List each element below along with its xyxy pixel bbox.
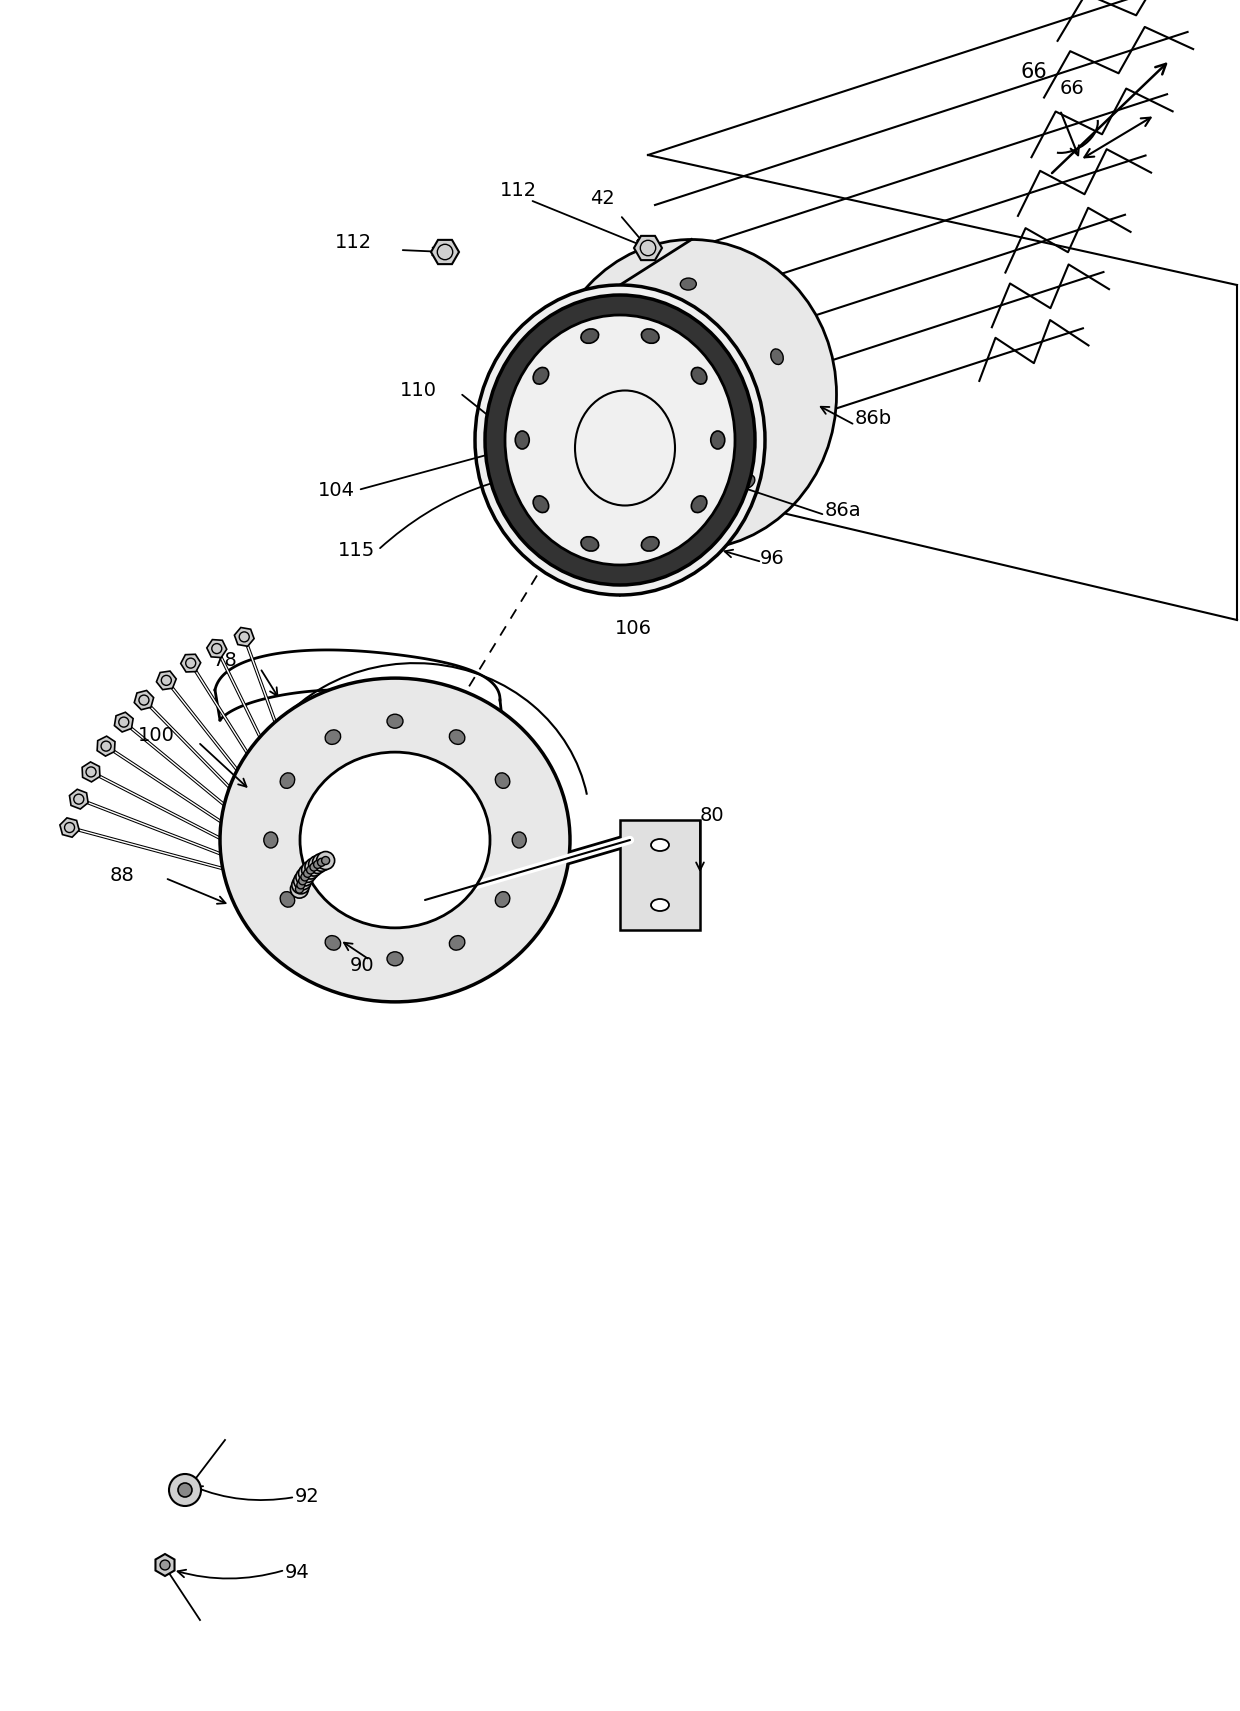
- Ellipse shape: [651, 838, 670, 850]
- Polygon shape: [207, 640, 227, 657]
- Ellipse shape: [387, 951, 403, 965]
- Ellipse shape: [692, 496, 707, 513]
- Ellipse shape: [740, 474, 755, 488]
- Ellipse shape: [692, 368, 707, 385]
- Text: 80: 80: [701, 806, 724, 825]
- Circle shape: [179, 1483, 192, 1497]
- Ellipse shape: [387, 713, 403, 729]
- Ellipse shape: [533, 496, 548, 513]
- Polygon shape: [156, 671, 176, 690]
- Polygon shape: [134, 691, 154, 710]
- Circle shape: [296, 867, 314, 886]
- Ellipse shape: [711, 431, 724, 448]
- Polygon shape: [620, 820, 701, 931]
- Text: 112: 112: [500, 180, 537, 200]
- Circle shape: [321, 857, 330, 864]
- Ellipse shape: [771, 349, 784, 364]
- Circle shape: [299, 864, 316, 883]
- Text: 86b: 86b: [856, 409, 892, 428]
- Ellipse shape: [475, 286, 765, 595]
- Circle shape: [317, 859, 326, 866]
- Circle shape: [169, 1473, 201, 1506]
- Polygon shape: [155, 1554, 175, 1576]
- Circle shape: [296, 881, 305, 890]
- Ellipse shape: [533, 368, 548, 385]
- Polygon shape: [82, 761, 100, 782]
- Circle shape: [301, 873, 309, 881]
- Circle shape: [309, 856, 326, 874]
- Ellipse shape: [634, 479, 649, 493]
- Circle shape: [314, 861, 321, 869]
- Ellipse shape: [681, 279, 697, 291]
- Text: 106: 106: [615, 618, 652, 638]
- Text: 90: 90: [350, 955, 374, 975]
- Text: 66: 66: [1021, 62, 1047, 82]
- Text: 115: 115: [337, 541, 374, 559]
- Polygon shape: [69, 789, 88, 809]
- Ellipse shape: [280, 773, 295, 789]
- Polygon shape: [60, 818, 79, 837]
- Ellipse shape: [280, 891, 295, 907]
- Circle shape: [312, 854, 331, 871]
- Ellipse shape: [325, 936, 341, 950]
- Ellipse shape: [325, 731, 341, 744]
- Ellipse shape: [505, 315, 735, 565]
- Text: 92: 92: [295, 1487, 320, 1506]
- Text: 94: 94: [285, 1562, 310, 1581]
- Ellipse shape: [512, 832, 526, 849]
- Ellipse shape: [449, 731, 465, 744]
- Ellipse shape: [449, 936, 465, 950]
- Circle shape: [294, 873, 311, 890]
- Polygon shape: [97, 736, 115, 756]
- Ellipse shape: [651, 898, 670, 910]
- Ellipse shape: [495, 891, 510, 907]
- Circle shape: [160, 1560, 170, 1571]
- Circle shape: [299, 876, 306, 885]
- Text: 110: 110: [401, 380, 436, 399]
- Text: 96: 96: [760, 549, 785, 568]
- Circle shape: [310, 862, 317, 871]
- Circle shape: [304, 869, 311, 878]
- Text: 112: 112: [335, 233, 372, 252]
- Text: 42: 42: [590, 188, 615, 207]
- Ellipse shape: [264, 832, 278, 849]
- Ellipse shape: [516, 431, 529, 448]
- Circle shape: [301, 861, 320, 879]
- Polygon shape: [181, 654, 201, 672]
- Ellipse shape: [641, 537, 658, 551]
- Circle shape: [316, 852, 335, 869]
- Circle shape: [295, 885, 304, 893]
- Polygon shape: [432, 240, 459, 263]
- Polygon shape: [234, 628, 254, 647]
- Ellipse shape: [300, 753, 490, 927]
- Text: 88: 88: [110, 866, 135, 885]
- Ellipse shape: [219, 678, 570, 1003]
- Circle shape: [306, 866, 315, 874]
- Ellipse shape: [582, 329, 599, 344]
- Text: 86a: 86a: [825, 501, 862, 520]
- Ellipse shape: [547, 240, 837, 549]
- Ellipse shape: [641, 329, 658, 344]
- Text: 78: 78: [212, 650, 237, 669]
- Polygon shape: [114, 712, 133, 732]
- Ellipse shape: [598, 356, 610, 371]
- Text: 66: 66: [1060, 79, 1085, 98]
- Text: 100: 100: [138, 725, 175, 744]
- Ellipse shape: [485, 294, 755, 585]
- Circle shape: [291, 876, 310, 893]
- Ellipse shape: [582, 537, 599, 551]
- Circle shape: [305, 857, 322, 876]
- Circle shape: [290, 879, 309, 898]
- Polygon shape: [634, 236, 662, 260]
- Ellipse shape: [495, 773, 510, 789]
- Text: 104: 104: [317, 481, 355, 500]
